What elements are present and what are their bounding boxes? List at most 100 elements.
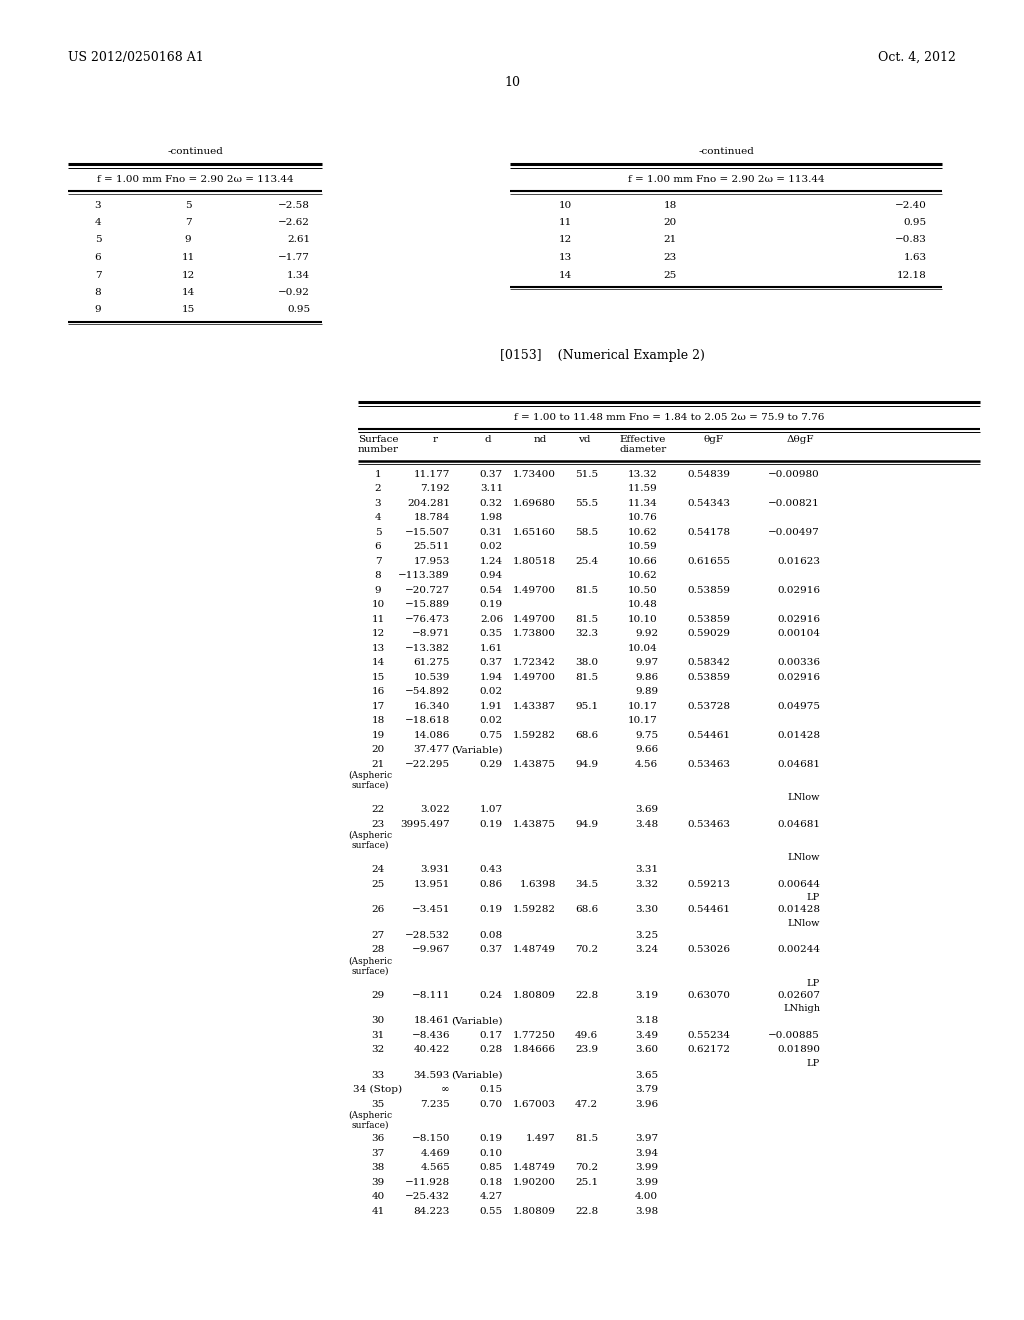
Text: 0.58342: 0.58342 (687, 659, 730, 667)
Text: (Aspheric: (Aspheric (348, 957, 392, 965)
Text: 0.53859: 0.53859 (687, 673, 730, 681)
Text: 3.79: 3.79 (635, 1085, 658, 1094)
Text: 1.69680: 1.69680 (513, 499, 556, 508)
Text: 0.63070: 0.63070 (687, 991, 730, 999)
Text: −2.62: −2.62 (279, 218, 310, 227)
Text: 0.01623: 0.01623 (777, 557, 820, 566)
Text: (Aspheric: (Aspheric (348, 771, 392, 780)
Text: 0.54343: 0.54343 (687, 499, 730, 508)
Text: 1.43875: 1.43875 (513, 760, 556, 768)
Text: (Aspheric: (Aspheric (348, 830, 392, 840)
Text: 11: 11 (372, 615, 385, 624)
Text: 8: 8 (94, 288, 101, 297)
Text: -continued: -continued (167, 148, 223, 157)
Text: 81.5: 81.5 (574, 1134, 598, 1143)
Text: 1: 1 (375, 470, 381, 479)
Text: 10.76: 10.76 (629, 513, 658, 523)
Text: 11.59: 11.59 (629, 484, 658, 494)
Text: LNlow: LNlow (787, 793, 820, 803)
Text: −2.40: −2.40 (895, 201, 927, 210)
Text: US 2012/0250168 A1: US 2012/0250168 A1 (68, 50, 204, 63)
Text: 3.19: 3.19 (635, 991, 658, 999)
Text: 4.565: 4.565 (420, 1163, 450, 1172)
Text: 1.34: 1.34 (287, 271, 310, 280)
Text: 28: 28 (372, 945, 385, 954)
Text: 94.9: 94.9 (574, 760, 598, 768)
Text: 11: 11 (558, 218, 571, 227)
Text: 34.593: 34.593 (414, 1071, 450, 1080)
Text: 0.75: 0.75 (480, 731, 503, 739)
Text: LP: LP (807, 1059, 820, 1068)
Text: 1.24: 1.24 (480, 557, 503, 566)
Text: 17.953: 17.953 (414, 557, 450, 566)
Text: 10: 10 (558, 201, 571, 210)
Text: 0.54839: 0.54839 (687, 470, 730, 479)
Text: 84.223: 84.223 (414, 1206, 450, 1216)
Text: 0.61655: 0.61655 (687, 557, 730, 566)
Text: 12: 12 (181, 271, 195, 280)
Text: 0.08: 0.08 (480, 931, 503, 940)
Text: 0.02: 0.02 (480, 688, 503, 696)
Text: 25: 25 (664, 271, 677, 280)
Text: 21: 21 (664, 235, 677, 244)
Text: 11: 11 (181, 253, 195, 261)
Text: surface): surface) (351, 781, 389, 789)
Text: 94.9: 94.9 (574, 820, 598, 829)
Text: 3.99: 3.99 (635, 1163, 658, 1172)
Text: 0.17: 0.17 (480, 1031, 503, 1040)
Text: 1.73800: 1.73800 (513, 630, 556, 639)
Text: 5: 5 (375, 528, 381, 537)
Text: 1.94: 1.94 (480, 673, 503, 681)
Text: ∞: ∞ (441, 1085, 450, 1094)
Text: (Aspheric: (Aspheric (348, 1111, 392, 1121)
Text: (Variable): (Variable) (452, 746, 503, 754)
Text: −0.92: −0.92 (279, 288, 310, 297)
Text: 40: 40 (372, 1192, 385, 1201)
Text: 26: 26 (372, 906, 385, 915)
Text: 38.0: 38.0 (574, 659, 598, 667)
Text: 0.29: 0.29 (480, 760, 503, 768)
Text: 38: 38 (372, 1163, 385, 1172)
Text: 4.469: 4.469 (420, 1148, 450, 1158)
Text: 9: 9 (94, 305, 101, 314)
Text: 12: 12 (372, 630, 385, 639)
Text: 9.86: 9.86 (635, 673, 658, 681)
Text: r: r (432, 434, 437, 444)
Text: 0.54461: 0.54461 (687, 906, 730, 915)
Text: −8.436: −8.436 (412, 1031, 450, 1040)
Text: 0.19: 0.19 (480, 1134, 503, 1143)
Text: 81.5: 81.5 (574, 615, 598, 624)
Text: 0.37: 0.37 (480, 659, 503, 667)
Text: 1.65160: 1.65160 (513, 528, 556, 537)
Text: 6: 6 (375, 543, 381, 552)
Text: 18.784: 18.784 (414, 513, 450, 523)
Text: 22.8: 22.8 (574, 991, 598, 999)
Text: (Variable): (Variable) (452, 1016, 503, 1026)
Text: 1.80809: 1.80809 (513, 991, 556, 999)
Text: nd: nd (534, 434, 547, 444)
Text: 0.95: 0.95 (904, 218, 927, 227)
Text: 70.2: 70.2 (574, 945, 598, 954)
Text: 10.04: 10.04 (629, 644, 658, 653)
Text: 68.6: 68.6 (574, 906, 598, 915)
Text: −113.389: −113.389 (398, 572, 450, 581)
Text: 1.72342: 1.72342 (513, 659, 556, 667)
Text: 0.19: 0.19 (480, 820, 503, 829)
Text: 18: 18 (664, 201, 677, 210)
Text: 10.50: 10.50 (629, 586, 658, 595)
Text: 1.77250: 1.77250 (513, 1031, 556, 1040)
Text: 2.06: 2.06 (480, 615, 503, 624)
Text: 21: 21 (372, 760, 385, 768)
Text: θgF: θgF (705, 434, 724, 444)
Text: 70.2: 70.2 (574, 1163, 598, 1172)
Text: 13: 13 (558, 253, 571, 261)
Text: 12: 12 (558, 235, 571, 244)
Text: 0.37: 0.37 (480, 945, 503, 954)
Text: 5: 5 (184, 201, 191, 210)
Text: 10: 10 (504, 75, 520, 88)
Text: vd: vd (578, 434, 590, 444)
Text: 10: 10 (372, 601, 385, 610)
Text: 0.94: 0.94 (480, 572, 503, 581)
Text: −0.00821: −0.00821 (768, 499, 820, 508)
Text: 1.43875: 1.43875 (513, 820, 556, 829)
